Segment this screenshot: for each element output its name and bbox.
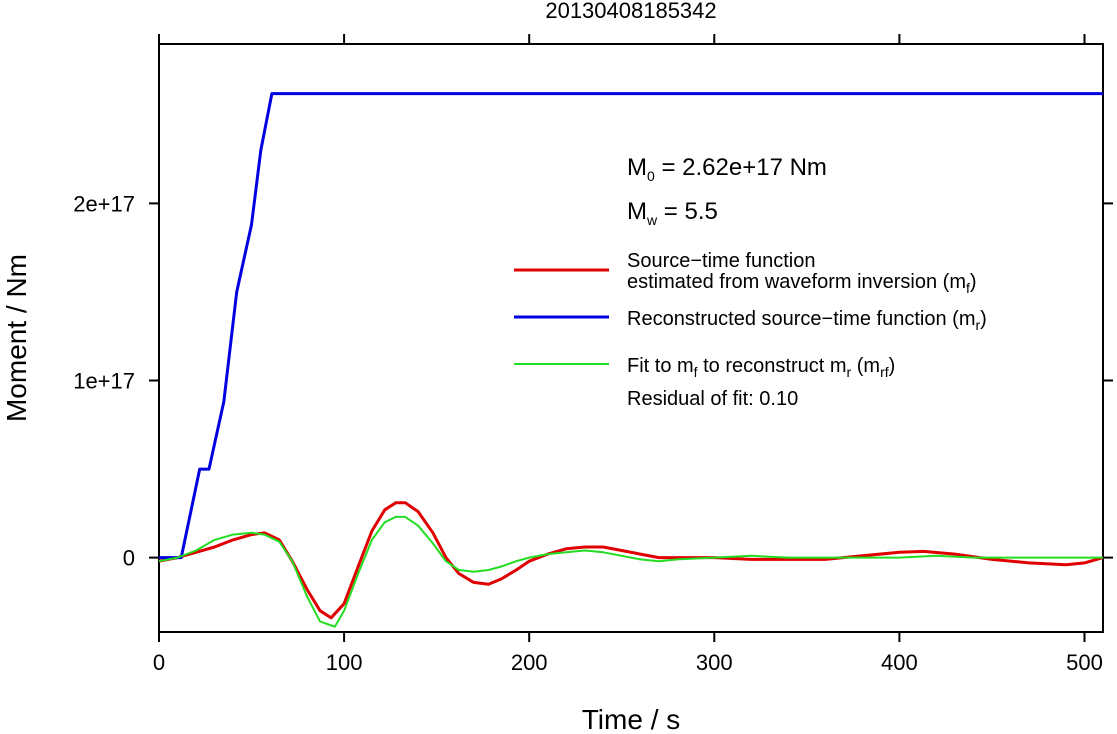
seismic-moment-label: M0 = 2.62e+17 Nm: [627, 154, 827, 184]
y-tick-label: 0: [123, 546, 135, 571]
x-tick-label: 300: [696, 650, 733, 675]
legend: Source−time function estimated from wave…: [514, 250, 987, 380]
x-axis-title: Time / s: [582, 704, 681, 734]
y-tick-label: 2e+17: [73, 191, 135, 216]
x-axis: 0 100 200 300 400 500: [153, 34, 1103, 675]
residual-label: Residual of fit: 0.10: [627, 388, 798, 410]
legend-label-source-time-function: Source−time function: [627, 250, 815, 272]
y-axis-title: Moment / Nm: [1, 254, 32, 422]
plot-frame: [158, 43, 1104, 633]
plot-area: [158, 43, 1104, 633]
legend-label-fit: Fit to mf to reconstruct mr (mrf): [627, 355, 895, 380]
x-tick-label: 100: [326, 650, 363, 675]
y-tick-label: 1e+17: [73, 369, 135, 394]
series-layer: [158, 92, 1104, 628]
x-tick-label: 500: [1066, 650, 1103, 675]
source-time-function-line: [158, 501, 1104, 620]
x-tick-label: 400: [881, 650, 918, 675]
fit-line: [158, 515, 1103, 628]
legend-label-source-time-function-line2: estimated from waveform inversion (mf): [627, 271, 977, 296]
reconstructed-line: [159, 92, 1103, 560]
y-axis: 0 1e+17 2e+17: [73, 191, 1113, 571]
moment-magnitude-label: Mw = 5.5: [627, 198, 718, 228]
legend-label-reconstructed: Reconstructed source−time function (mr): [627, 308, 987, 333]
chart-title: 20130408185342: [545, 0, 716, 23]
x-tick-label: 0: [153, 650, 165, 675]
x-tick-label: 200: [511, 650, 548, 675]
annotations: M0 = 2.62e+17 Nm Mw = 5.5 Residual of fi…: [627, 154, 827, 410]
